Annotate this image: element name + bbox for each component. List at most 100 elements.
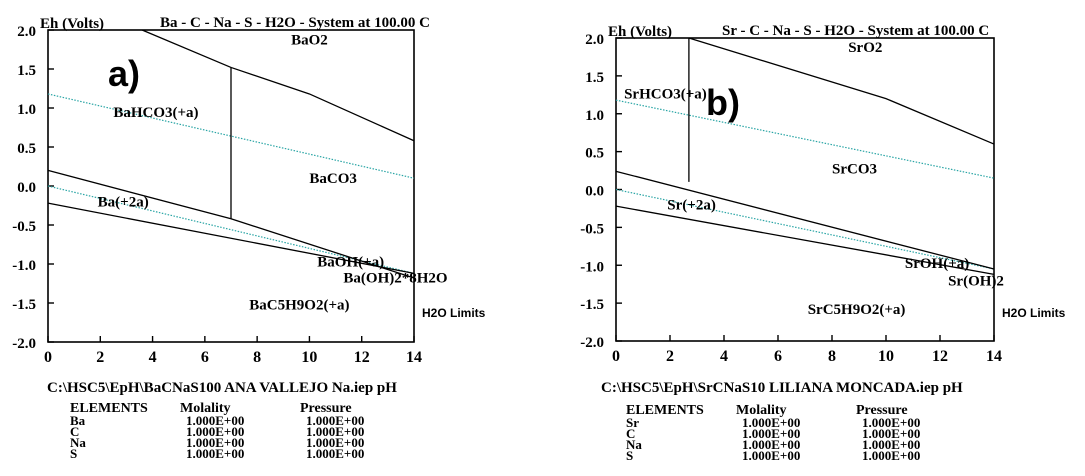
x-tick-label: 6 bbox=[774, 348, 782, 365]
table-cell: Ba bbox=[70, 413, 86, 428]
water-limit-line-upper bbox=[615, 99, 995, 179]
table-cell: 1.000E+00 bbox=[862, 448, 920, 463]
region-label: BaO2 bbox=[291, 32, 328, 48]
table-cell: 1.000E+00 bbox=[742, 437, 800, 452]
x-tick-label: 12 bbox=[932, 348, 948, 365]
table-cell: C bbox=[626, 426, 635, 441]
chart-title: Sr - C - Na - S - H2O - System at 100.00… bbox=[722, 23, 989, 39]
chart-panel-a: Eh (Volts) Ba - C - Na - S - H2O - System… bbox=[12, 15, 485, 461]
region-label: Ba(+2a) bbox=[98, 195, 149, 211]
file-path-label: C:\HSC5\EpH\SrCNaS10 LILIANA MONCADA.iep… bbox=[601, 380, 963, 396]
water-limit-line-lower bbox=[615, 188, 995, 270]
table-cell: 1.000E+00 bbox=[306, 446, 364, 461]
table-cell: 1.000E+00 bbox=[186, 424, 244, 439]
table-cell: 1.000E+00 bbox=[306, 435, 364, 450]
water-limits-label: H2O Limits bbox=[1002, 306, 1066, 320]
file-path-label: C:\HSC5\EpH\BaCNaS100 ANA VALLEJO Na.iep… bbox=[47, 380, 397, 396]
x-tick-label: 6 bbox=[201, 349, 209, 366]
x-tick-label: 14 bbox=[406, 349, 422, 366]
y-tick-label: 0.5 bbox=[585, 146, 604, 162]
table-cell: 1.000E+00 bbox=[862, 415, 920, 430]
y-tick-label: 0.0 bbox=[17, 180, 36, 196]
stability-boundary bbox=[47, 169, 232, 220]
y-tick-label: 0.0 bbox=[585, 184, 604, 200]
x-tick-label: 12 bbox=[354, 349, 370, 366]
region-label: SrC5H9O2(+a) bbox=[808, 302, 906, 318]
region-label: SrOH(+a) bbox=[905, 256, 969, 272]
table-header: Pressure bbox=[856, 403, 908, 418]
stability-boundary bbox=[688, 37, 995, 145]
region-label: BaOH(+a) bbox=[317, 255, 384, 271]
y-tick-label: 1.5 bbox=[585, 70, 604, 86]
table-cell: Na bbox=[70, 435, 86, 450]
y-axis-label: Eh (Volts) bbox=[40, 16, 104, 32]
table-cell: 1.000E+00 bbox=[742, 448, 800, 463]
y-tick-label: -2.0 bbox=[12, 336, 36, 352]
stability-boundary bbox=[47, 202, 415, 274]
stability-boundary bbox=[615, 205, 995, 275]
region-label: Sr(+2a) bbox=[667, 198, 716, 214]
y-tick-label: 1.0 bbox=[585, 108, 604, 124]
x-tick-label: 8 bbox=[253, 349, 261, 366]
x-tick-label: 10 bbox=[878, 348, 894, 365]
table-cell: C bbox=[70, 424, 79, 439]
x-tick-label: 2 bbox=[96, 349, 104, 366]
region-label: SrO2 bbox=[848, 40, 882, 56]
x-tick-label: 0 bbox=[44, 349, 52, 366]
region-label: Sr(OH)2 bbox=[948, 273, 1004, 289]
y-tick-label: -1.0 bbox=[580, 259, 604, 275]
y-tick-label: 1.5 bbox=[17, 63, 36, 79]
x-tick-label: 10 bbox=[301, 349, 317, 366]
table-cell: 1.000E+00 bbox=[306, 413, 364, 428]
table-cell: 1.000E+00 bbox=[742, 426, 800, 441]
table-cell: 1.000E+00 bbox=[186, 413, 244, 428]
table-header: ELEMENTS bbox=[626, 403, 704, 418]
x-tick-label: 4 bbox=[720, 348, 728, 365]
table-cell: 1.000E+00 bbox=[186, 435, 244, 450]
region-label: BaHCO3(+a) bbox=[113, 105, 198, 121]
table-cell: 1.000E+00 bbox=[862, 426, 920, 441]
table-cell: S bbox=[626, 448, 633, 463]
table-cell: 1.000E+00 bbox=[742, 415, 800, 430]
region-label: Ba(OH)2*8H2O bbox=[343, 270, 447, 286]
x-tick-label: 0 bbox=[612, 348, 620, 365]
table-header: Molality bbox=[736, 403, 787, 418]
y-axis-label: Eh (Volts) bbox=[608, 24, 672, 40]
y-tick-label: -0.5 bbox=[12, 219, 36, 235]
table-cell: 1.000E+00 bbox=[306, 424, 364, 439]
table-header: Pressure bbox=[300, 401, 352, 416]
plot-frame bbox=[615, 37, 995, 342]
y-tick-label: 2.0 bbox=[17, 24, 36, 40]
region-label: SrHCO3(+a) bbox=[624, 86, 707, 102]
table-cell: 1.000E+00 bbox=[186, 446, 244, 461]
table-header: Molality bbox=[180, 401, 231, 416]
x-tick-label: 2 bbox=[666, 348, 674, 365]
panel-label: a) bbox=[108, 53, 140, 94]
y-tick-label: 2.0 bbox=[585, 32, 604, 48]
chart-title: Ba - C - Na - S - H2O - System at 100.00… bbox=[160, 15, 430, 31]
x-tick-label: 8 bbox=[828, 348, 836, 365]
table-cell: 1.000E+00 bbox=[862, 437, 920, 452]
region-label: BaC5H9O2(+a) bbox=[249, 298, 349, 314]
water-limits-label: H2O Limits bbox=[422, 306, 486, 320]
y-tick-label: -1.5 bbox=[12, 297, 36, 313]
table-cell: Sr bbox=[626, 415, 639, 430]
x-tick-label: 14 bbox=[986, 348, 1002, 365]
table-header: ELEMENTS bbox=[70, 401, 148, 416]
y-tick-label: -0.5 bbox=[580, 221, 604, 237]
stability-boundary bbox=[230, 66, 415, 142]
x-tick-label: 4 bbox=[149, 349, 157, 366]
y-tick-label: -1.5 bbox=[580, 297, 604, 313]
table-cell: S bbox=[70, 446, 77, 461]
panel-label: b) bbox=[706, 82, 740, 123]
region-label: BaCO3 bbox=[309, 171, 357, 187]
y-tick-label: -2.0 bbox=[580, 335, 604, 351]
stability-boundary bbox=[615, 170, 995, 270]
stability-boundary bbox=[141, 29, 232, 69]
y-tick-label: -1.0 bbox=[12, 258, 36, 274]
y-tick-label: 1.0 bbox=[17, 102, 36, 118]
table-cell: Na bbox=[626, 437, 642, 452]
